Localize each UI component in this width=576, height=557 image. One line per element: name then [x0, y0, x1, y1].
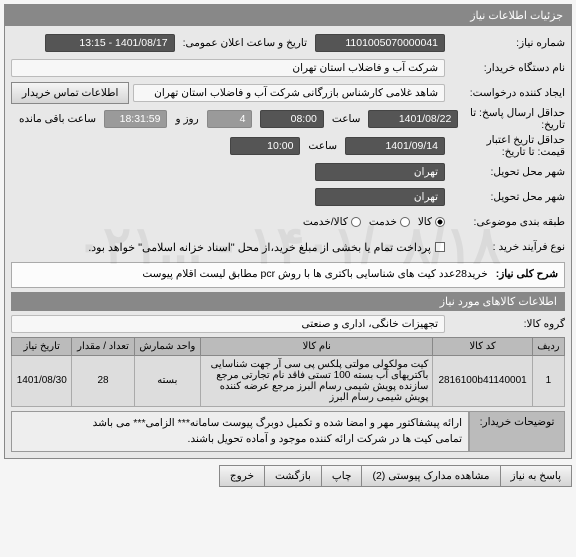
- val-group: تجهیزات خانگی، اداری و صنعتی: [11, 315, 445, 333]
- back-button[interactable]: بازگشت: [264, 465, 322, 487]
- table-row[interactable]: 1 2816100b41140001 کیت مولکولی مولتی پلک…: [12, 355, 565, 406]
- val-ship-city: تهران: [315, 188, 445, 206]
- th-row: ردیف: [532, 337, 564, 355]
- contact-button[interactable]: اطلاعات تماس خریدار: [11, 82, 129, 104]
- radio-dot-icon: [400, 217, 410, 227]
- radio-goods-label: کالا: [418, 216, 432, 228]
- cell-date: 1401/08/30: [12, 355, 72, 406]
- th-code: کد کالا: [433, 337, 532, 355]
- need-desc-label: شرح کلی نیاز:: [496, 267, 558, 283]
- radio-service[interactable]: خدمت: [369, 216, 410, 228]
- val-buyer: شرکت آب و فاضلاب استان تهران: [11, 59, 445, 77]
- label-validity: حداقل تاریخ اعتبارقیمت: تا تاریخ:: [445, 134, 565, 158]
- radio-both[interactable]: کالا/خدمت: [303, 216, 361, 228]
- label-buyer: نام دستگاه خریدار:: [445, 62, 565, 74]
- cell-qty: 28: [72, 355, 134, 406]
- val-validity-time: 10:00: [230, 137, 300, 155]
- cell-unit: بسته: [134, 355, 201, 406]
- print-button[interactable]: چاپ: [321, 465, 363, 487]
- need-desc-text: خرید28عدد کیت های شناسایی باکتری ها با ر…: [142, 267, 487, 283]
- radio-both-label: کالا/خدمت: [303, 216, 348, 228]
- val-deadline-time: 08:00: [260, 110, 323, 128]
- label-hour2: ساعت: [300, 140, 345, 152]
- label-ship-city: شهر محل تحویل:: [445, 191, 565, 203]
- exit-button[interactable]: خروج: [219, 465, 265, 487]
- category-radios: کالا خدمت کالا/خدمت: [303, 216, 445, 228]
- label-hour1: ساعت: [324, 113, 369, 125]
- val-validity-date: 1401/09/14: [345, 137, 445, 155]
- radio-goods[interactable]: کالا: [418, 216, 445, 228]
- label-group: گروه کالا:: [445, 318, 565, 330]
- label-process: نوع فرآیند خرید :: [445, 241, 565, 253]
- process-text: پرداخت تمام یا بخشی از مبلغ خرید،از محل …: [88, 241, 431, 254]
- label-remain: ساعت باقی مانده: [11, 113, 104, 125]
- checkbox-icon: [435, 242, 445, 252]
- label-announce: تاریخ و ساعت اعلان عمومی:: [175, 37, 315, 49]
- label-delivery-city: شهر محل تحویل:: [445, 166, 565, 178]
- th-qty: تعداد / مقدار: [72, 337, 134, 355]
- items-section-title: اطلاعات کالاهای مورد نیاز: [11, 292, 565, 311]
- cell-code: 2816100b41140001: [433, 355, 532, 406]
- panel-title: جزئیات اطلاعات نیاز: [5, 5, 571, 26]
- cell-row: 1: [532, 355, 564, 406]
- items-table: ردیف کد کالا نام کالا واحد شمارش تعداد /…: [11, 337, 565, 407]
- buyer-notes-label: توضیحات خریدار:: [469, 411, 565, 453]
- process-check[interactable]: پرداخت تمام یا بخشی از مبلغ خرید،از محل …: [88, 241, 445, 254]
- attachments-button[interactable]: مشاهده مدارک پیوستی (2): [361, 465, 500, 487]
- label-category: طبقه بندی موضوعی:: [445, 216, 565, 228]
- radio-service-label: خدمت: [369, 216, 397, 228]
- th-date: تاریخ نیاز: [12, 337, 72, 355]
- val-creator: شاهد غلامی کارشناس بازرگانی شرکت آب و فا…: [133, 84, 445, 102]
- th-unit: واحد شمارش: [134, 337, 201, 355]
- val-announce: 1401/08/17 - 13:15: [45, 34, 175, 52]
- cell-name: کیت مولکولی مولتی پلکس پی سی آر جهت شناس…: [201, 355, 433, 406]
- val-deadline-date: 1401/08/22: [368, 110, 458, 128]
- label-deadline: حداقل ارسال پاسخ: تاتاریخ:: [458, 107, 565, 131]
- th-name: نام کالا: [201, 337, 433, 355]
- radio-dot-icon: [351, 217, 361, 227]
- val-time-left: 18:31:59: [104, 110, 167, 128]
- respond-button[interactable]: پاسخ به نیاز: [500, 465, 572, 487]
- label-req-no: شماره نیاز:: [445, 37, 565, 49]
- label-dayand: روز و: [167, 113, 206, 125]
- val-days: 4: [207, 110, 253, 128]
- radio-dot-icon: [435, 217, 445, 227]
- val-req-no: 1101005070000041: [315, 34, 445, 52]
- buyer-notes-text: ارائه پیشفاکتور مهر و امضا شده و تکمیل د…: [11, 411, 469, 453]
- main-panel: جزئیات اطلاعات نیاز شماره نیاز: 11010050…: [4, 4, 572, 459]
- val-delivery-city: تهران: [315, 163, 445, 181]
- need-desc-box: شرح کلی نیاز: خرید28عدد کیت های شناسایی …: [11, 262, 565, 288]
- footer-buttons: پاسخ به نیاز مشاهده مدارک پیوستی (2) چاپ…: [4, 465, 572, 487]
- label-creator: ایجاد کننده درخواست:: [445, 87, 565, 99]
